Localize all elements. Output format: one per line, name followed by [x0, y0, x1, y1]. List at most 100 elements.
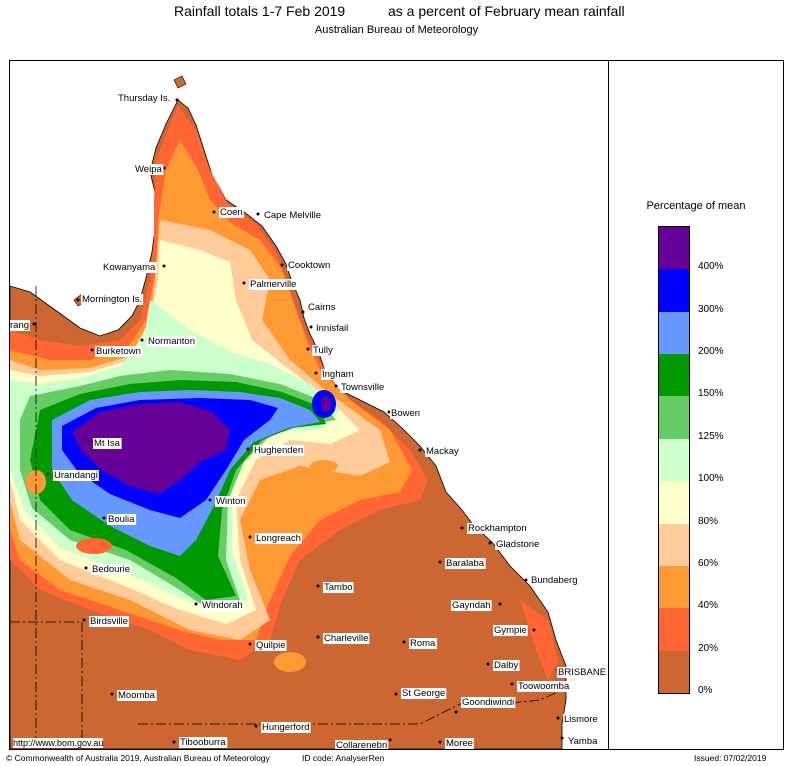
place-mt-isa: Mt Isa: [86, 438, 122, 449]
townsville-patch-400: [321, 396, 331, 412]
place-yamba: Yamba: [560, 736, 600, 747]
place-longreach: Longreach: [248, 533, 302, 544]
legend-title: Percentage of mean: [646, 200, 746, 212]
place-thursday-is: Thursday Is.: [117, 93, 179, 104]
place-charleville: Charleville: [316, 633, 370, 644]
place-coen: Coen: [212, 207, 244, 218]
svg-text:Mackay: Mackay: [426, 446, 459, 457]
footer-copyright: © Commonwealth of Australia 2019, Austra…: [6, 753, 270, 763]
svg-text:Tambo: Tambo: [324, 582, 353, 593]
svg-text:Hughenden: Hughenden: [254, 445, 303, 456]
svg-text:Bowen: Bowen: [391, 408, 420, 419]
svg-text:Ingham: Ingham: [322, 369, 354, 380]
place-innisfail: Innisfail: [309, 323, 350, 334]
svg-text:Cairns: Cairns: [308, 302, 336, 313]
legend-swatch: [659, 311, 689, 355]
place-tambo: Tambo: [316, 582, 354, 593]
place-toowoomba: Toowoomba: [510, 681, 571, 692]
svg-text:Townsville: Townsville: [341, 382, 384, 393]
svg-text:Bundaberg: Bundaberg: [531, 575, 577, 586]
place-rockhampton: Rockhampton: [460, 523, 528, 534]
hughenden-patch: [310, 460, 338, 472]
place-townsville: Townsville: [334, 382, 386, 393]
place-brisbane: BRISBANE: [556, 667, 608, 678]
legend-swatch: [659, 354, 689, 397]
svg-text:BRISBANE: BRISBANE: [558, 667, 606, 678]
place-palmerville: Palmerville: [242, 279, 298, 290]
svg-text:St George: St George: [402, 688, 445, 699]
svg-text:Weipa: Weipa: [135, 164, 162, 175]
svg-text:Hungerford: Hungerford: [262, 722, 310, 733]
place-hughenden: Hughenden: [246, 445, 305, 456]
place-quilpie: Quilpie: [248, 640, 287, 651]
legend-label: 60%: [698, 557, 719, 569]
legend-label: 150%: [698, 388, 724, 400]
svg-text:Longreach: Longreach: [256, 533, 301, 544]
svg-text:Cooktown: Cooktown: [288, 260, 330, 271]
svg-text:Mornington Is.: Mornington Is.: [82, 294, 142, 305]
svg-text:Gladstone: Gladstone: [496, 539, 539, 550]
svg-text:Rockhampton: Rockhampton: [468, 523, 527, 534]
svg-text:Kowanyama: Kowanyama: [103, 262, 156, 273]
svg-text:Windorah: Windorah: [202, 600, 243, 611]
place-bedourie: Bedourie: [84, 564, 132, 575]
legend-swatch: [659, 269, 689, 313]
footer-id-code: ID code: AnalyserRen: [302, 753, 385, 763]
legend-divider: [608, 60, 609, 750]
svg-text:Yamba: Yamba: [568, 736, 598, 747]
svg-text:Burketown: Burketown: [96, 346, 141, 357]
legend-label: 80%: [698, 515, 719, 527]
legend-label: 40%: [698, 600, 719, 612]
place-tibooburra: Tibooburra: [172, 737, 228, 748]
legend-swatch: [659, 481, 689, 525]
svg-text:Cape Melville: Cape Melville: [264, 210, 321, 221]
svg-text:Gayndah: Gayndah: [452, 600, 491, 611]
svg-text:Toowoomba: Toowoomba: [518, 681, 570, 692]
place-bowen: Bowen: [387, 408, 422, 419]
place-collarenebri: Collarenebri: [335, 738, 392, 749]
place-moree: Moree: [438, 738, 474, 749]
map-subtitle: Australian Bureau of Meteorology: [314, 24, 479, 36]
svg-text:Bedourie: Bedourie: [92, 564, 130, 575]
svg-text:Moomba: Moomba: [118, 690, 156, 701]
footer-url-link[interactable]: http://www.bom.gov.au: [13, 738, 104, 748]
legend-swatch: [659, 396, 689, 440]
legend-swatch: [659, 227, 689, 270]
svg-text:Urandangi: Urandangi: [54, 470, 98, 481]
legend-swatch: [659, 565, 689, 609]
quilpie-patch: [274, 652, 306, 672]
place-burketown: Burketown: [90, 346, 142, 357]
legend-label: 200%: [698, 346, 724, 358]
svg-text:Normanton: Normanton: [148, 336, 195, 347]
svg-text:rang: rang: [10, 320, 29, 331]
place-lismore: Lismore: [556, 714, 599, 725]
svg-text:Roma: Roma: [410, 638, 436, 649]
place-birdsville: Birdsville: [82, 616, 130, 627]
svg-text:Boulia: Boulia: [108, 514, 135, 525]
map-title-continued: as a percent of February mean rainfall: [388, 3, 625, 19]
thursday-island: [173, 75, 187, 89]
legend-swatch: [659, 523, 689, 567]
place-labels: Thursday Is. Weipa Coen Cape Melville Ko…: [10, 93, 608, 749]
svg-text:Goondiwindi: Goondiwindi: [462, 697, 514, 708]
place-st-george: St George: [394, 688, 447, 699]
place-weipa: Weipa: [134, 164, 166, 175]
place-gympie: Gympie: [493, 625, 536, 636]
svg-text:Thursday Is.: Thursday Is.: [118, 93, 170, 104]
place-winton: Winton: [208, 496, 247, 507]
svg-text:Coen: Coen: [220, 207, 243, 218]
place-normanton: Normanton: [140, 336, 196, 347]
svg-text:Mt Isa: Mt Isa: [94, 438, 121, 449]
place-gladstone: Gladstone: [488, 539, 541, 550]
map-frame: [9, 60, 784, 750]
svg-text:Palmerville: Palmerville: [250, 279, 296, 290]
place-tully: Tully: [306, 345, 334, 356]
svg-text:Dalby: Dalby: [494, 660, 519, 671]
bedourie-patch: [76, 538, 112, 554]
legend-label: 125%: [698, 430, 724, 442]
svg-text:Tibooburra: Tibooburra: [180, 737, 226, 748]
place-urandangi: Urandangi: [46, 470, 99, 481]
rainfall-map: Thursday Is. Weipa Coen Cape Melville Ko…: [10, 61, 608, 749]
place-cooktown: Cooktown: [280, 260, 332, 271]
place-cape-melville: Cape Melville: [256, 210, 323, 221]
